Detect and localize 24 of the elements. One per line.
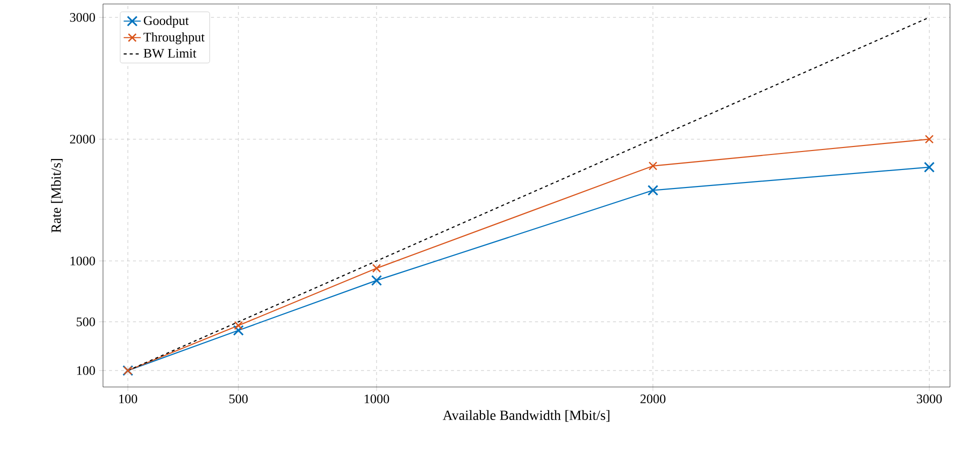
x-tick-label: 100 xyxy=(119,394,138,404)
legend-label: Goodput xyxy=(144,16,189,28)
y-tick-label: 2000 xyxy=(70,134,95,144)
x-tick-label: 1000 xyxy=(364,394,390,404)
x-tick-label: 2000 xyxy=(640,394,666,404)
point xyxy=(234,321,243,330)
legend-label: Throughput xyxy=(144,32,205,44)
point xyxy=(233,324,244,336)
line-series xyxy=(127,16,930,372)
x-tick-label: 3000 xyxy=(916,394,942,404)
y-tick-label: 1000 xyxy=(70,256,95,266)
legend-label: BW Limit xyxy=(144,48,196,58)
point xyxy=(648,162,658,170)
point xyxy=(924,134,934,144)
point xyxy=(648,184,658,196)
point xyxy=(372,264,381,273)
point xyxy=(924,162,935,173)
point xyxy=(371,275,382,286)
y-tick-label: 3000 xyxy=(70,13,95,22)
y-axis-title: Rate [Mbit/s] xyxy=(51,159,63,233)
x-axis-title: Available Bandwidth [Mbit/s] xyxy=(442,410,610,422)
y-tick-label: 100 xyxy=(77,366,95,375)
x-tick-label: 500 xyxy=(229,394,248,404)
y-tick-label: 500 xyxy=(76,317,95,326)
